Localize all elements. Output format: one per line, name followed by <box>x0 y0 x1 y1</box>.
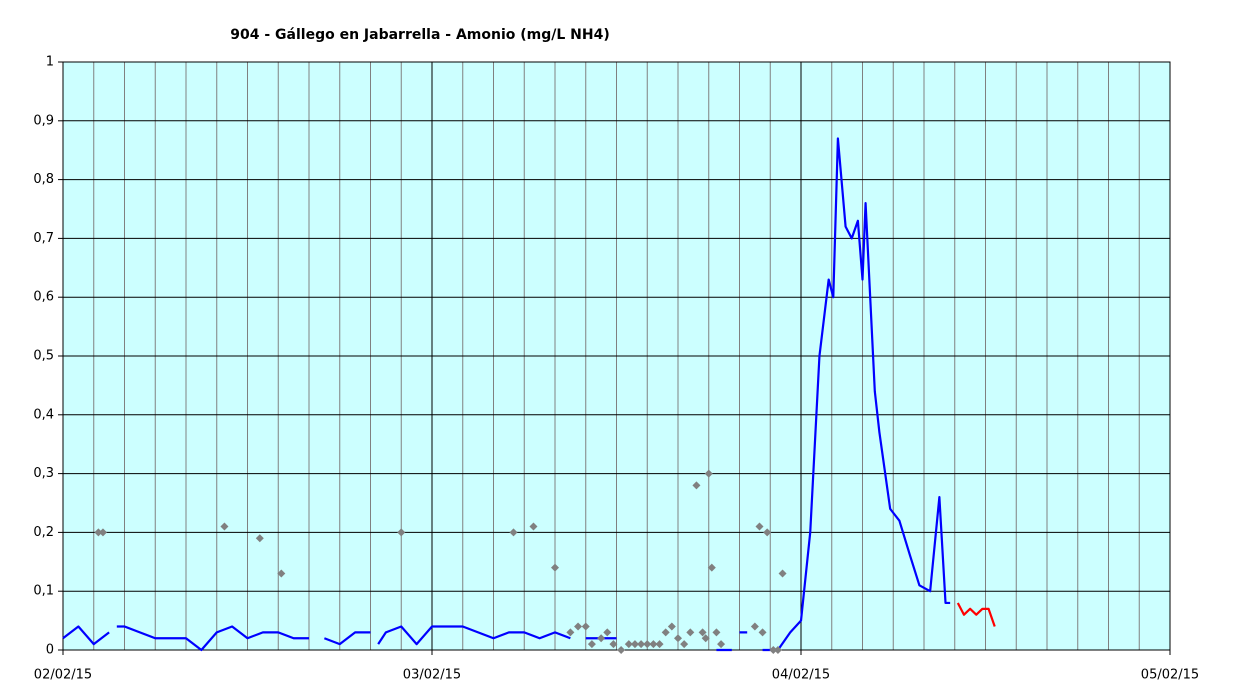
data-point <box>255 534 264 543</box>
y-tick-label: 1 <box>46 55 54 70</box>
data-point <box>603 628 612 637</box>
data-point <box>649 640 658 649</box>
data-point <box>574 622 583 631</box>
data-point <box>674 634 682 643</box>
y-tick-label: 0 <box>46 643 54 658</box>
chart-title: 904 - Gállego en Jabarrella - Amonio (mg… <box>230 27 609 43</box>
data-point <box>750 622 759 631</box>
data-point <box>661 628 670 637</box>
y-tick-label: 0,5 <box>33 349 54 364</box>
y-tick-label: 0,8 <box>33 172 54 187</box>
data-point <box>707 563 716 572</box>
data-point <box>624 640 633 649</box>
data-point <box>712 628 721 637</box>
data-point <box>637 640 646 649</box>
data-point <box>617 646 626 654</box>
data-point <box>277 569 286 578</box>
x-tick-label: 04/02/15 <box>772 668 830 683</box>
data-point <box>597 634 606 643</box>
data-point <box>698 628 707 637</box>
data-point <box>704 469 713 478</box>
data-point <box>763 528 772 537</box>
x-tick-label: 02/02/15 <box>34 668 92 683</box>
y-tick-label: 0,3 <box>33 466 54 481</box>
data-point <box>701 634 710 643</box>
data-point <box>643 640 652 649</box>
data-point <box>581 622 590 631</box>
y-tick-label: 0,9 <box>33 113 54 128</box>
data-point <box>630 640 639 649</box>
data-point <box>397 528 406 537</box>
data-point <box>94 528 103 537</box>
data-point <box>509 528 518 537</box>
data-point <box>773 646 782 654</box>
data-point <box>655 640 664 649</box>
data-point <box>529 522 538 531</box>
x-tick-label: 03/02/15 <box>403 668 461 683</box>
data-point <box>686 628 695 637</box>
data-point <box>778 569 787 578</box>
data-point <box>566 628 575 637</box>
data-point <box>717 640 726 649</box>
data-point <box>758 628 767 637</box>
data-point <box>609 640 618 649</box>
y-tick-label: 0,6 <box>33 290 54 305</box>
y-tick-label: 0,4 <box>33 407 54 422</box>
data-point <box>692 481 701 490</box>
data-point <box>551 563 559 572</box>
data-point <box>220 522 229 531</box>
plot-border <box>62 61 1171 651</box>
y-tick-label: 0,2 <box>33 525 54 540</box>
data-point <box>667 622 676 631</box>
data-point <box>769 646 778 654</box>
y-tick-label: 0,1 <box>33 584 54 599</box>
data-point <box>587 640 596 649</box>
x-tick-label: 05/02/15 <box>1141 668 1199 683</box>
data-point <box>755 522 764 531</box>
data-line <box>956 602 996 627</box>
data-point <box>98 528 107 537</box>
y-tick-label: 0,7 <box>33 231 54 246</box>
data-point <box>680 640 689 649</box>
